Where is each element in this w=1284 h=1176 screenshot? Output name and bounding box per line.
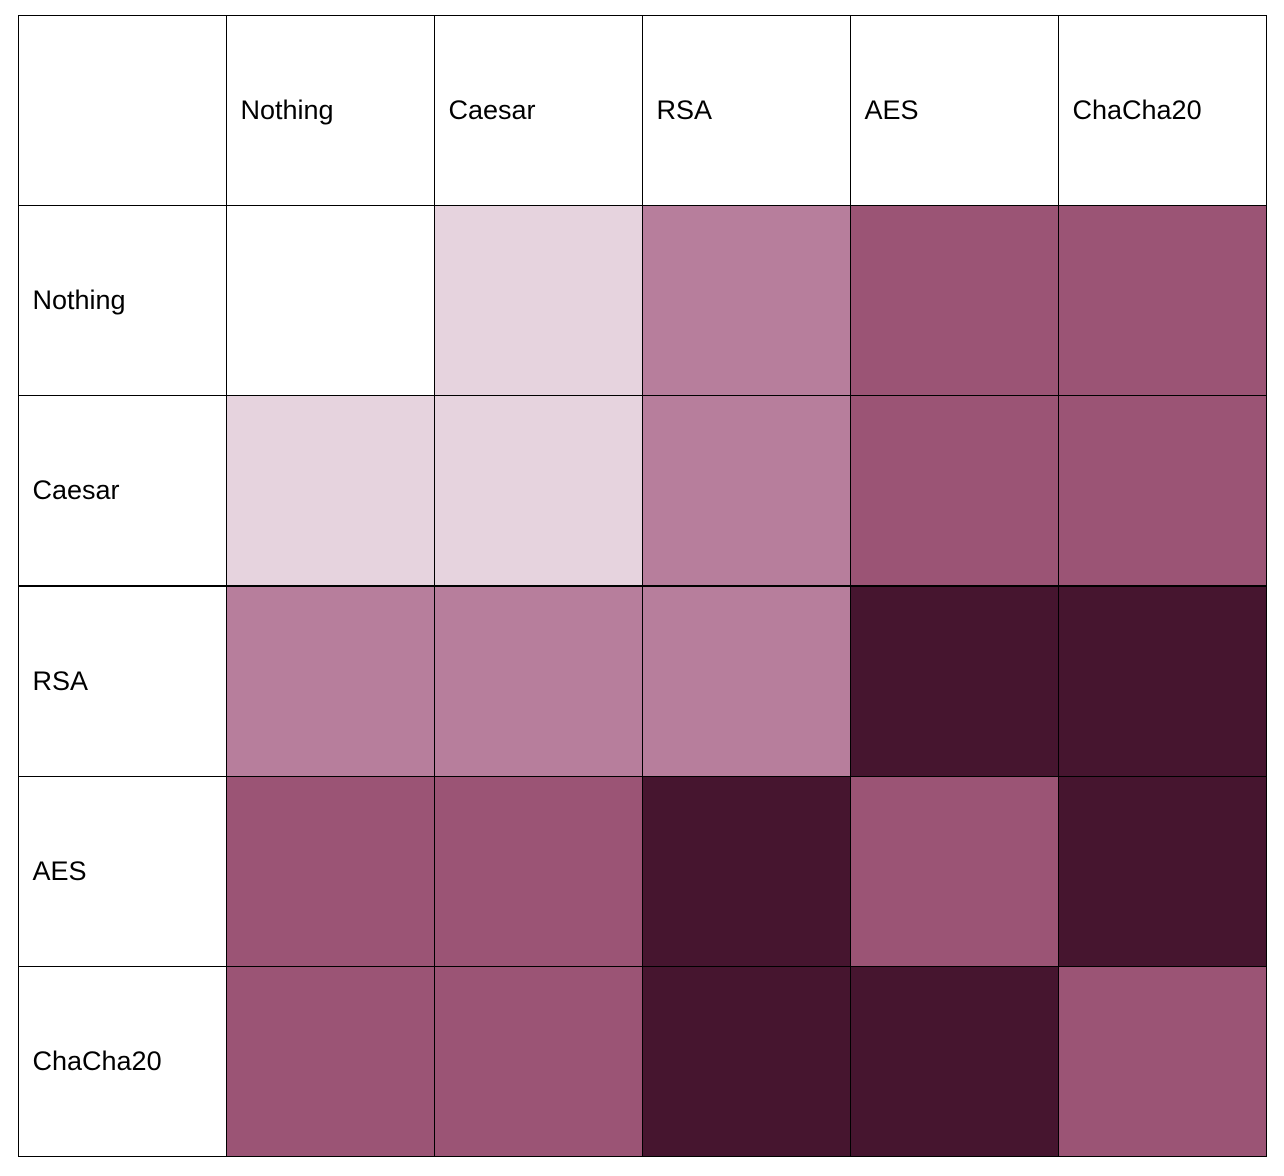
row-header: RSA bbox=[17, 585, 227, 777]
heat-cell bbox=[225, 395, 435, 587]
heat-cell bbox=[433, 966, 643, 1158]
row-header: Caesar bbox=[17, 395, 227, 587]
column-header: AES bbox=[849, 14, 1059, 206]
corner-cell bbox=[17, 14, 227, 206]
heat-cell bbox=[225, 585, 435, 777]
heat-cell bbox=[1057, 585, 1267, 777]
heat-cell bbox=[849, 966, 1059, 1158]
heat-cell bbox=[433, 775, 643, 968]
heat-cell bbox=[641, 204, 851, 397]
heat-cell bbox=[433, 395, 643, 587]
column-header: RSA bbox=[641, 14, 851, 206]
matrix-table: Nothing Caesar RSA AES ChaCha20 Nothing Caesar… bbox=[17, 14, 1267, 1158]
heat-cell bbox=[225, 966, 435, 1158]
heat-cell bbox=[433, 204, 643, 397]
heat-cell bbox=[641, 775, 851, 968]
heat-cell bbox=[641, 395, 851, 587]
heat-cell bbox=[849, 775, 1059, 968]
heat-cell bbox=[849, 585, 1059, 777]
heat-cell bbox=[641, 585, 851, 777]
heat-cell bbox=[849, 204, 1059, 397]
row-header: AES bbox=[17, 775, 227, 968]
heat-cell bbox=[225, 775, 435, 968]
row-header: Nothing bbox=[17, 204, 227, 397]
column-header: ChaCha20 bbox=[1057, 14, 1267, 206]
heat-cell bbox=[849, 395, 1059, 587]
heat-cell bbox=[1057, 966, 1267, 1158]
row-header: ChaCha20 bbox=[17, 966, 227, 1158]
heat-cell bbox=[1057, 775, 1267, 968]
column-header: Nothing bbox=[225, 14, 435, 206]
column-header: Caesar bbox=[433, 14, 643, 206]
heat-cell bbox=[433, 585, 643, 777]
heat-cell bbox=[225, 204, 435, 397]
heat-cell bbox=[1057, 204, 1267, 397]
heat-cell bbox=[641, 966, 851, 1158]
heat-cell bbox=[1057, 395, 1267, 587]
